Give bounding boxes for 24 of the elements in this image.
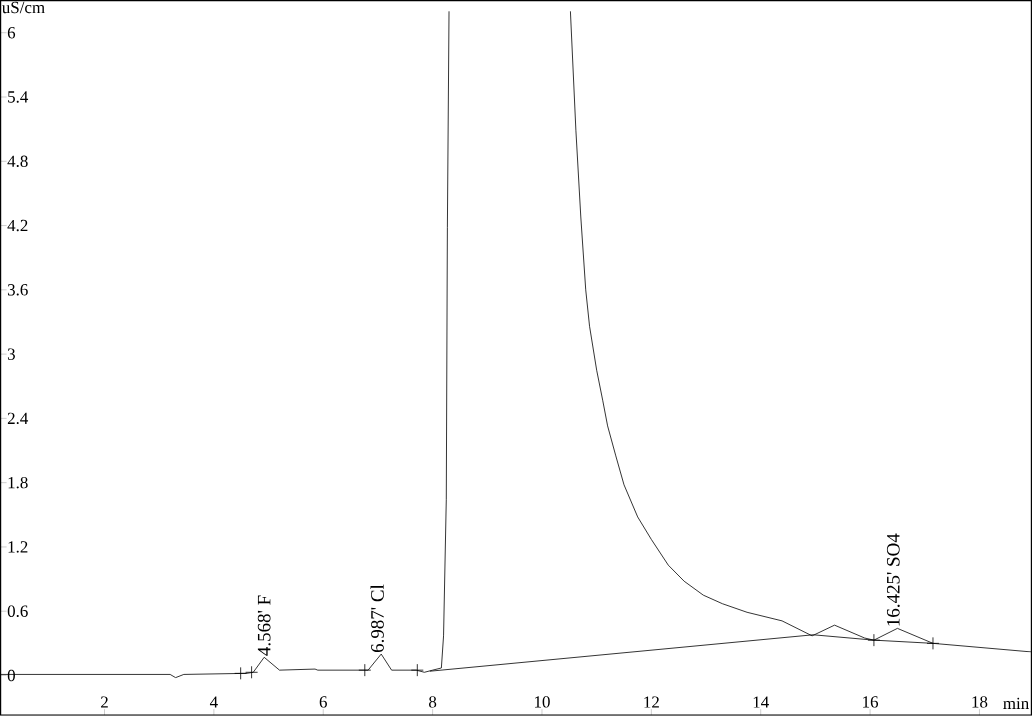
y-tick-label: 6 <box>7 27 16 39</box>
x-tick-label: 8 <box>429 696 437 708</box>
x-tick-label: 14 <box>753 696 769 708</box>
x-tick-label: 6 <box>319 696 327 708</box>
x-axis-title: min <box>1003 697 1029 710</box>
x-tick-label: 2 <box>101 696 108 708</box>
y-tick-label: 1.2 <box>8 541 28 553</box>
y-tick-label: 1.8 <box>8 477 28 489</box>
annotation: 16.425' SO4 <box>886 533 900 626</box>
x-tick-label: 12 <box>644 696 659 708</box>
y-tick-label: 3 <box>7 348 15 360</box>
x-tick-label: 18 <box>972 696 988 708</box>
x-tick-label: 10 <box>534 696 550 708</box>
y-tick-label: 3.6 <box>7 284 28 296</box>
annotation: 4.568' F <box>257 595 271 656</box>
y-tick-label: 4.2 <box>7 219 28 232</box>
y-axis-title: uS/cm <box>2 1 45 14</box>
y-tick-label: 2.4 <box>7 412 29 425</box>
y-tick-label: 4.8 <box>7 155 28 168</box>
annotation: 6.987' Cl <box>370 584 384 653</box>
x-tick-label: 4 <box>209 696 218 708</box>
x-tick-label: 16 <box>863 696 879 708</box>
y-tick-label: 0.6 <box>7 605 28 618</box>
y-tick-label: 5.4 <box>8 91 29 103</box>
